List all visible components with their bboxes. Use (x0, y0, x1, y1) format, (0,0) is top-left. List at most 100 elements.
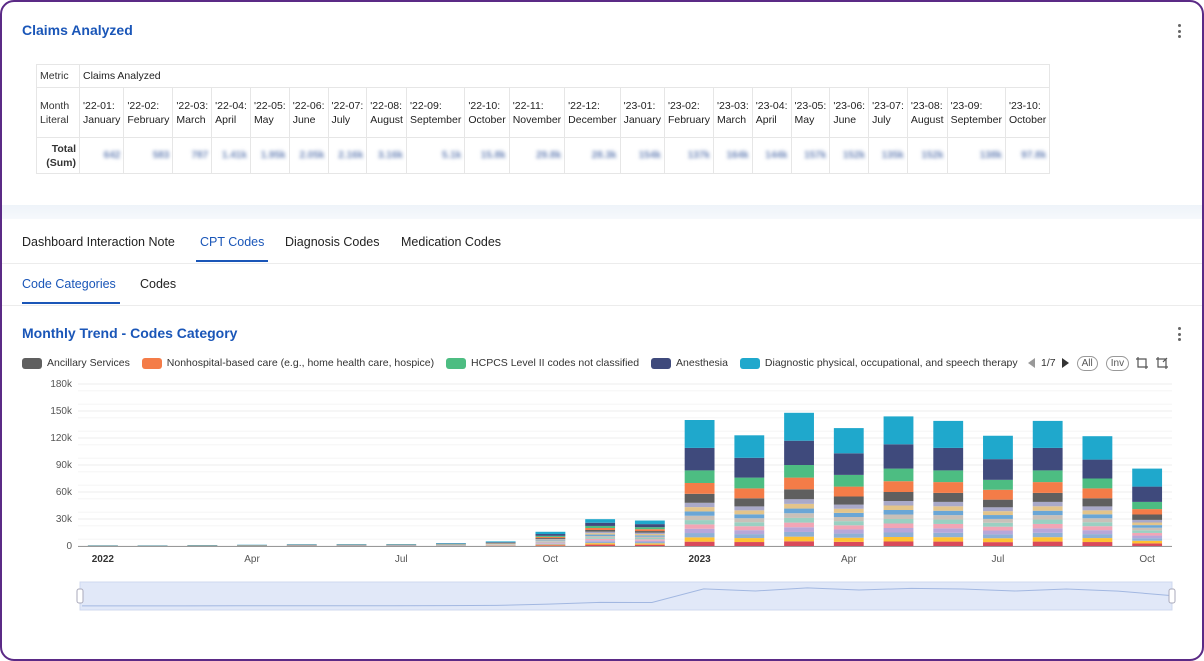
bar-segment[interactable] (833, 428, 864, 454)
bar-segment-other[interactable] (684, 515, 715, 521)
bar-segment[interactable] (983, 459, 1013, 480)
bar-segment-other[interactable] (585, 541, 616, 544)
bar-segment-other[interactable] (833, 529, 864, 534)
bar-segment-other[interactable] (1132, 535, 1163, 539)
bar-segment[interactable] (734, 488, 765, 499)
bar-segment-other[interactable] (883, 528, 914, 533)
bar-segment-other[interactable] (784, 536, 814, 542)
bar-segment-other[interactable] (634, 542, 665, 544)
range-handle-left[interactable] (76, 588, 84, 604)
bar-segment[interactable] (634, 527, 665, 530)
bar-segment[interactable] (684, 470, 715, 483)
bar-segment-other[interactable] (535, 540, 566, 542)
bar-segment-other[interactable] (535, 543, 566, 544)
bar-segment-other[interactable] (1032, 532, 1063, 538)
bar-segment-other[interactable] (883, 514, 914, 520)
bar-segment-other[interactable] (734, 514, 765, 519)
bar-segment-other[interactable] (535, 542, 566, 544)
bar-segment-other[interactable] (634, 536, 665, 539)
bar-segment[interactable] (833, 486, 864, 497)
bar-segment-other[interactable] (734, 530, 765, 535)
bar-segment-other[interactable] (933, 541, 964, 546)
bar-segment-other[interactable] (1132, 540, 1163, 544)
bar-segment[interactable] (684, 447, 715, 471)
bar-segment-other[interactable] (933, 510, 964, 516)
bar-segment-other[interactable] (585, 538, 616, 541)
bar-segment-other[interactable] (1032, 523, 1063, 529)
bar-segment-other[interactable] (1032, 501, 1063, 507)
bar-segment[interactable] (485, 542, 516, 543)
bar-segment[interactable] (1082, 488, 1113, 499)
bar-segment-other[interactable] (1032, 519, 1063, 524)
bar-segment-other[interactable] (883, 541, 914, 547)
bar-segment-other[interactable] (1082, 526, 1113, 531)
bar-segment-other[interactable] (535, 538, 566, 540)
bar-segment-other[interactable] (1132, 527, 1163, 531)
bar-segment-other[interactable] (1082, 538, 1113, 543)
tab-diagnosis-codes[interactable]: Diagnosis Codes (285, 235, 380, 249)
bar-segment-other[interactable] (933, 532, 964, 538)
range-selection[interactable] (80, 582, 1172, 610)
bar-segment[interactable] (1032, 447, 1063, 471)
bar-segment-other[interactable] (1132, 525, 1163, 528)
bar-segment-other[interactable] (1082, 506, 1113, 511)
bar-segment-other[interactable] (585, 534, 616, 536)
bar-segment[interactable] (734, 498, 765, 507)
range-handle-right[interactable] (1168, 588, 1176, 604)
bar-segment-other[interactable] (585, 543, 616, 545)
bar-segment[interactable] (933, 470, 964, 483)
bar-segment-other[interactable] (983, 530, 1013, 535)
bar-segment-other[interactable] (684, 520, 715, 525)
bar-segment[interactable] (1132, 514, 1163, 520)
bar-segment-other[interactable] (585, 533, 616, 535)
bar-segment-other[interactable] (535, 541, 566, 542)
bar-segment[interactable] (585, 528, 616, 530)
bar-segment-other[interactable] (883, 505, 914, 511)
tab-code-categories[interactable]: Code Categories (22, 266, 120, 304)
bar-segment-other[interactable] (983, 511, 1013, 516)
bar-segment-other[interactable] (634, 534, 665, 536)
bar-segment[interactable] (784, 489, 814, 500)
bar-segment-other[interactable] (684, 502, 715, 508)
bar-segment-other[interactable] (684, 528, 715, 534)
bar-segment-other[interactable] (833, 504, 864, 509)
bar-segment[interactable] (634, 531, 665, 533)
bar-segment-other[interactable] (585, 535, 616, 538)
bar-segment[interactable] (784, 440, 814, 465)
legend-item-hcpcs[interactable]: HCPCS Level II codes not classified (446, 354, 639, 372)
bar-segment[interactable] (734, 477, 765, 489)
legend-inverse-button[interactable]: Inv (1105, 355, 1130, 371)
bar-segment[interactable] (833, 453, 864, 475)
tab-codes[interactable]: Codes (140, 277, 177, 291)
legend-prev-icon[interactable] (1028, 358, 1035, 368)
bar-segment-other[interactable] (933, 528, 964, 533)
bar-segment-other[interactable] (1082, 530, 1113, 535)
bar-segment-other[interactable] (784, 499, 814, 504)
bar-segment-other[interactable] (883, 537, 914, 542)
bar-segment-other[interactable] (734, 542, 765, 546)
bar-segment[interactable] (1082, 436, 1113, 460)
bar-segment-other[interactable] (1032, 510, 1063, 516)
bar-segment-other[interactable] (1082, 522, 1113, 527)
zoom-reset-icon[interactable] (1155, 356, 1169, 370)
bar-segment-other[interactable] (833, 508, 864, 513)
bar-segment[interactable] (833, 496, 864, 505)
bar-segment-other[interactable] (784, 541, 814, 546)
bar-segment-other[interactable] (684, 507, 715, 512)
bar-segment[interactable] (535, 531, 566, 535)
bar-segment[interactable] (684, 420, 715, 448)
bar-segment-other[interactable] (684, 511, 715, 516)
bar-segment-other[interactable] (883, 532, 914, 538)
bar-segment-other[interactable] (734, 534, 765, 539)
bar-segment[interactable] (784, 477, 814, 490)
bar-segment-other[interactable] (585, 531, 616, 534)
bar-segment-other[interactable] (734, 506, 765, 511)
bar-segment-other[interactable] (933, 537, 964, 542)
tab-cpt-codes[interactable]: CPT Codes (196, 224, 269, 262)
bar-segment-other[interactable] (983, 518, 1013, 523)
bar-segment[interactable] (983, 489, 1013, 500)
bar-segment[interactable] (1032, 470, 1063, 483)
bar-segment-other[interactable] (1032, 537, 1063, 542)
bar-segment[interactable] (684, 483, 715, 494)
bar-segment[interactable] (1132, 468, 1163, 487)
